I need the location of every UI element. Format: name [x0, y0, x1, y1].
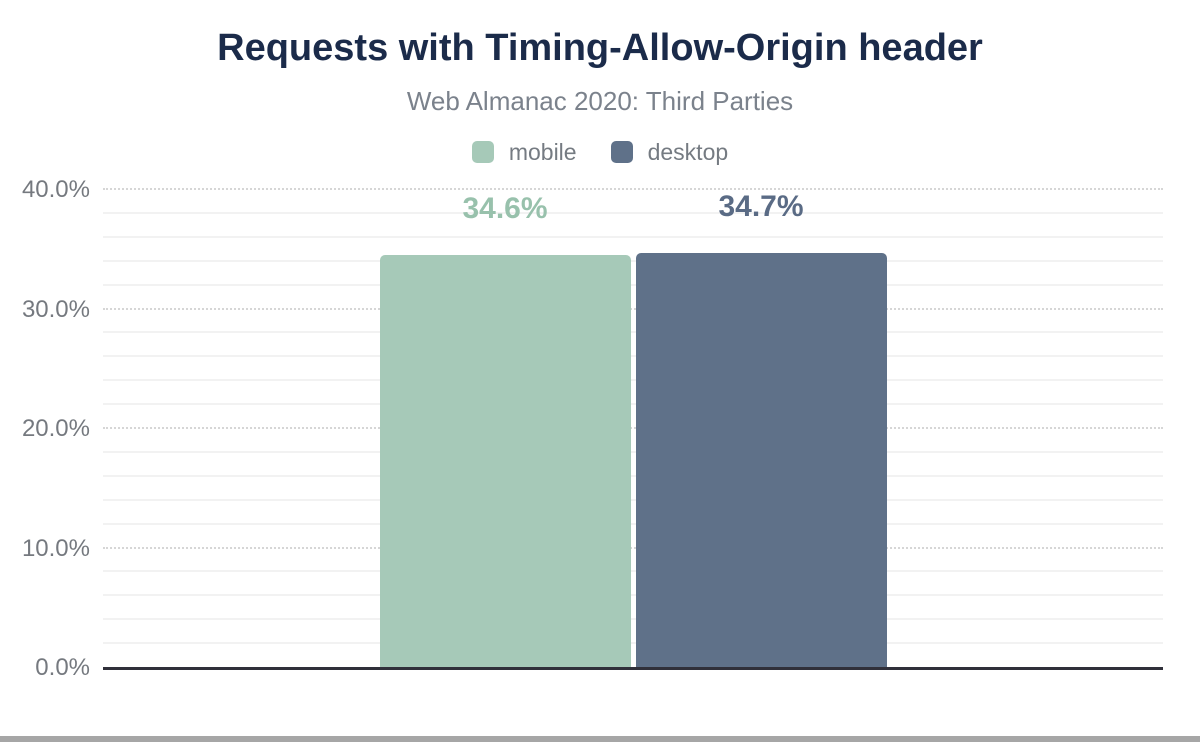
desktop-bar: [635, 253, 887, 668]
chart-subtitle: Web Almanac 2020: Third Parties: [406, 86, 794, 116]
major-gridline: [103, 546, 1163, 549]
minor-gridline: [103, 642, 1163, 645]
y-axis-tick-label: 0.0%: [35, 654, 90, 681]
mobile-bar: [379, 254, 631, 668]
y-axis-tick-label: 20.0%: [21, 415, 90, 442]
minor-gridline: [103, 331, 1163, 334]
x-axis-line: [103, 667, 1163, 670]
minor-gridline: [103, 594, 1163, 597]
legend-label-desktop: desktop: [647, 139, 729, 165]
minor-gridline: [103, 522, 1163, 525]
plot-area: 34.6% 34.7%: [103, 188, 1163, 670]
y-axis-tick-label: 40.0%: [21, 176, 90, 203]
chart-title: Requests with Timing-Allow-Origin header: [217, 27, 983, 69]
legend-item-mobile: mobile: [471, 139, 577, 165]
minor-gridline: [103, 498, 1163, 501]
y-axis: 0.0% 10.0% 20.0% 30.0% 40.0%: [0, 177, 90, 681]
desktop-series-swatch-icon: [610, 141, 633, 163]
minor-gridline: [103, 618, 1163, 621]
major-gridline: [103, 427, 1163, 429]
legend-item-desktop: desktop: [610, 139, 729, 165]
mobile-series-swatch-icon: [471, 141, 494, 163]
minor-gridline: [103, 474, 1163, 477]
minor-gridline: [103, 259, 1163, 262]
minor-gridline: [103, 450, 1163, 453]
minor-gridline: [103, 379, 1163, 382]
y-axis-tick-label: 30.0%: [21, 295, 90, 323]
minor-gridline: [103, 570, 1163, 573]
minor-gridline: [103, 403, 1163, 406]
desktop-value-label: 34.7%: [718, 190, 804, 224]
minor-gridline: [103, 355, 1163, 358]
legend-label-mobile: mobile: [508, 139, 577, 165]
major-gridline: [103, 188, 1163, 190]
bottom-scrollbar: [0, 736, 1200, 742]
major-gridline: [103, 307, 1163, 310]
mobile-value-label: 34.6%: [462, 191, 548, 225]
legend: mobile desktop: [0, 139, 1200, 165]
minor-gridline: [103, 283, 1163, 286]
minor-gridline: [103, 211, 1163, 214]
minor-gridline: [103, 235, 1163, 238]
y-axis-tick-label: 10.0%: [21, 534, 90, 562]
